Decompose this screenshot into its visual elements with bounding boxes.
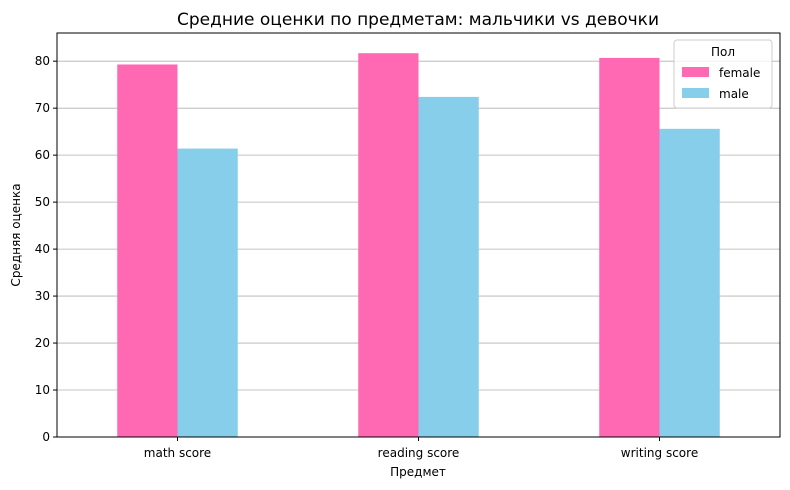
legend-swatch-male xyxy=(682,88,709,98)
y-tick-label: 50 xyxy=(35,195,50,209)
bar-male xyxy=(418,96,479,438)
y-tick-label: 80 xyxy=(35,54,50,68)
y-axis-ticks: 0 10 20 30 40 50 60 70 80 xyxy=(35,54,57,444)
y-tick-label: 0 xyxy=(42,430,50,444)
bar-female xyxy=(599,57,660,437)
y-tick-label: 60 xyxy=(35,148,50,162)
y-axis-title: Средняя оценка xyxy=(9,183,23,286)
y-tick-label: 40 xyxy=(35,242,50,256)
y-tick-label: 70 xyxy=(35,101,50,115)
legend-label-female: female xyxy=(719,66,760,80)
x-axis-ticks: math score reading score writing score xyxy=(144,437,698,460)
x-tick-label: math score xyxy=(144,446,211,460)
x-axis-title: Предмет xyxy=(390,465,446,479)
bar-female xyxy=(358,53,419,437)
x-tick-label: reading score xyxy=(378,446,460,460)
legend-title: Пол xyxy=(711,45,735,59)
legend-label-male: male xyxy=(719,87,749,101)
bar-male xyxy=(177,148,238,437)
legend: Пол female male xyxy=(673,39,773,109)
x-tick-label: writing score xyxy=(621,446,698,460)
bar-female xyxy=(117,64,178,437)
bars xyxy=(117,53,720,438)
y-tick-label: 10 xyxy=(35,383,50,397)
chart-title: Средние оценки по предметам: мальчики vs… xyxy=(177,10,659,30)
y-tick-label: 20 xyxy=(35,336,50,350)
bar-male xyxy=(659,128,720,437)
y-tick-label: 30 xyxy=(35,289,50,303)
legend-swatch-female xyxy=(682,67,709,77)
